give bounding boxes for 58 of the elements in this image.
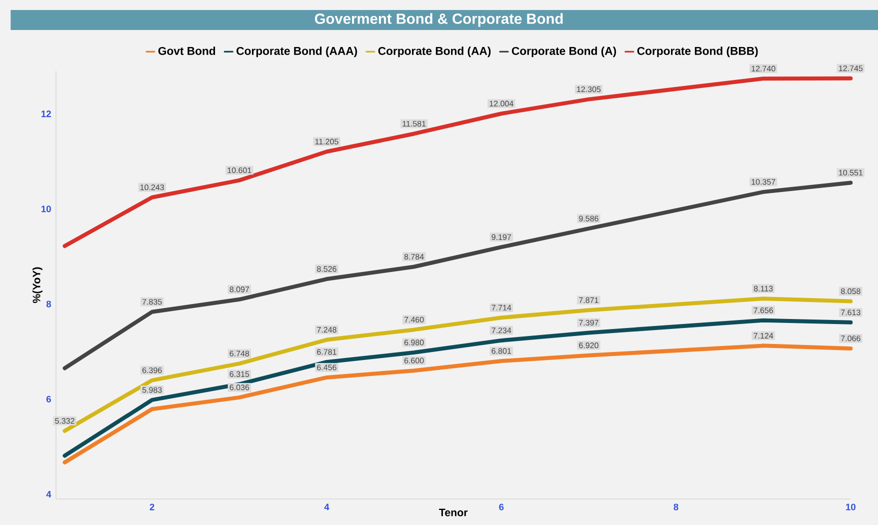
- legend-label: Govt Bond: [158, 46, 216, 55]
- data-label: 7.871: [579, 297, 598, 303]
- x-tick-label: 8: [674, 504, 678, 510]
- data-label: 10.601: [228, 167, 252, 174]
- data-label: 7.124: [754, 332, 774, 338]
- data-label: 6.748: [230, 350, 250, 356]
- data-label: 7.066: [841, 336, 860, 342]
- data-label: 9.197: [492, 234, 511, 240]
- x-tick-label: 10: [846, 504, 856, 510]
- data-label: 8.058: [841, 288, 860, 294]
- data-label: 6.980: [404, 340, 424, 346]
- x-tick-label: 6: [499, 504, 504, 510]
- y-axis-title: %(YoY): [32, 267, 42, 303]
- data-label: 7.714: [492, 304, 512, 310]
- data-label: 9.586: [579, 216, 598, 222]
- data-label: 6.315: [230, 371, 250, 377]
- data-label: 10.551: [839, 170, 863, 176]
- legend-label: Corporate Bond (BBB): [637, 46, 758, 58]
- data-label: 6.396: [142, 367, 162, 374]
- data-label: 12.305: [577, 86, 601, 92]
- data-label: 11.205: [315, 138, 338, 144]
- data-label: 7.460: [404, 316, 424, 323]
- data-label: 12.745: [839, 66, 863, 72]
- data-label: 12.740: [752, 66, 776, 72]
- data-label: 7.613: [841, 310, 860, 316]
- data-label: 11.581: [402, 120, 426, 127]
- data-label: 6.036: [230, 384, 250, 390]
- data-label: 8.784: [404, 254, 424, 260]
- legend-label: Corporate Bond (AAA): [236, 46, 358, 58]
- data-label: 5.332: [55, 418, 74, 424]
- data-label: 7.835: [142, 299, 162, 305]
- data-label: 6.456: [317, 364, 336, 370]
- data-label: 8.097: [230, 286, 249, 292]
- data-label: 12.004: [490, 100, 514, 106]
- y-tick-label: 10: [41, 206, 51, 212]
- data-label: 10.243: [140, 184, 164, 190]
- data-label: 8.526: [317, 266, 336, 272]
- x-axis-title: Tenor: [439, 508, 468, 516]
- chart-title: Goverment Bond & Corporate Bond: [314, 13, 563, 27]
- data-label: 6.781: [317, 349, 336, 355]
- data-label: 7.397: [579, 320, 598, 326]
- legend-label: Corporate Bond (A): [512, 46, 616, 58]
- y-tick-label: 8: [46, 300, 51, 308]
- y-tick-label: 12: [41, 110, 51, 118]
- y-tick-label: 4: [46, 491, 52, 498]
- data-label: 6.920: [579, 342, 598, 348]
- data-label: 7.656: [754, 308, 773, 314]
- legend-label: Corporate Bond (AA): [378, 46, 491, 58]
- data-label: 8.113: [754, 286, 773, 292]
- data-label: 7.234: [492, 328, 512, 334]
- x-tick-label: 4: [324, 504, 330, 510]
- data-label: 5.983: [142, 387, 162, 393]
- x-tick-label: 2: [150, 504, 154, 510]
- data-label: 6.801: [492, 348, 511, 354]
- data-label: 6.600: [404, 358, 424, 364]
- y-tick-label: 6: [46, 396, 51, 402]
- data-label: 10.357: [752, 179, 776, 185]
- data-label: 7.248: [317, 326, 336, 333]
